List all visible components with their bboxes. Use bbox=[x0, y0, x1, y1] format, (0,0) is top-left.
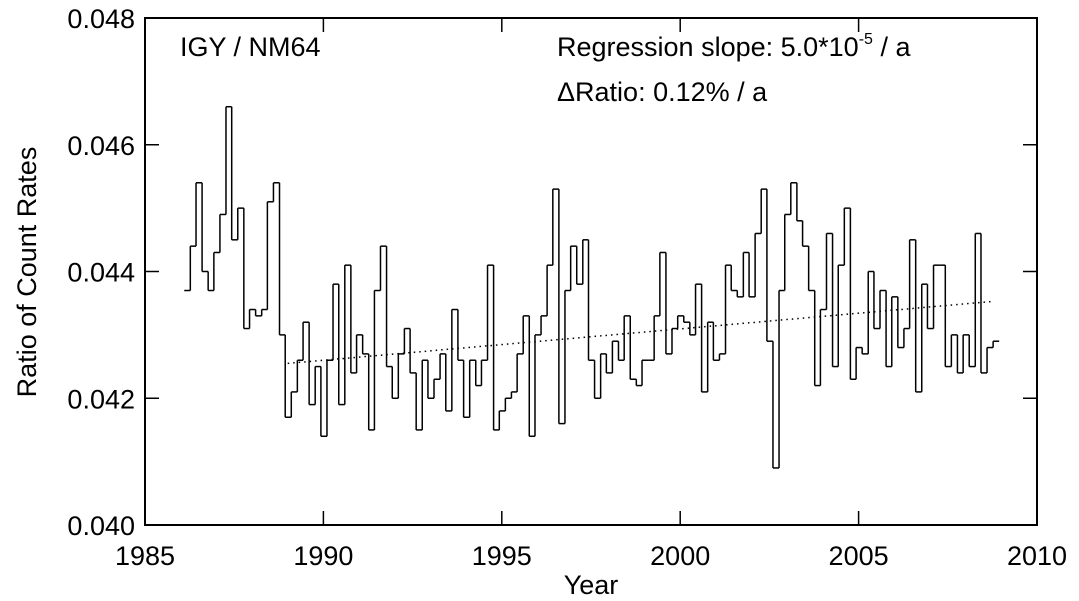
regression-line bbox=[287, 300, 995, 365]
x-axis-label: Year bbox=[564, 570, 619, 600]
x-tick-label: 2010 bbox=[1007, 541, 1067, 571]
annotation-slope: Regression slope: 5.0*10-5 / a bbox=[557, 31, 911, 62]
x-tick-label: 1995 bbox=[472, 541, 532, 571]
x-tick-label: 2005 bbox=[829, 541, 889, 571]
y-tick-label: 0.048 bbox=[67, 4, 135, 34]
annotation-ratio: ΔRatio: 0.12% / a bbox=[557, 77, 768, 107]
y-tick-label: 0.046 bbox=[67, 131, 135, 161]
y-axis-label: Ratio of Count Rates bbox=[12, 147, 42, 398]
x-tick-label: 1985 bbox=[115, 541, 175, 571]
y-tick-label: 0.044 bbox=[67, 258, 135, 288]
annotation-label: IGY / NM64 bbox=[180, 32, 321, 62]
y-tick-label: 0.042 bbox=[67, 384, 135, 414]
x-tick-label: 1990 bbox=[293, 541, 353, 571]
slope-exponent: -5 bbox=[859, 31, 873, 48]
x-tick-label: 2000 bbox=[650, 541, 710, 571]
slope-text: Regression slope: 5.0*10 bbox=[557, 32, 859, 62]
y-tick-label: 0.040 bbox=[67, 511, 135, 541]
slope-unit: / a bbox=[873, 32, 912, 62]
